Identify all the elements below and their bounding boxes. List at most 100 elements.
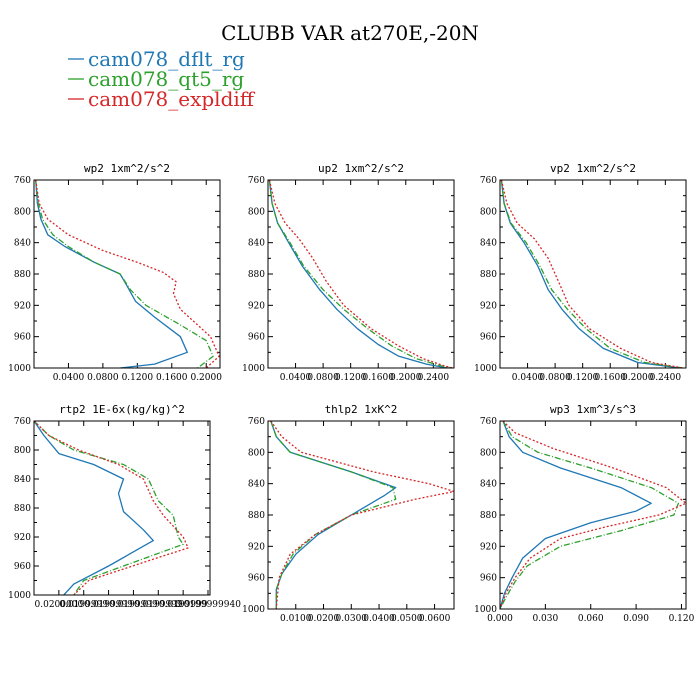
panel-frame bbox=[33, 179, 221, 369]
panel-title: wp3 1xm^3/s^3 bbox=[550, 403, 636, 416]
x-tick-label: 0.0200000 bbox=[35, 600, 84, 610]
x-tick-label: 0.0199999940 bbox=[175, 600, 241, 610]
x-tick-label: 0.0199999 bbox=[59, 600, 108, 610]
series-line-2 bbox=[500, 180, 683, 368]
x-tick-label: 0.2000 bbox=[622, 373, 654, 383]
x-tick-label: 0.2000 bbox=[390, 373, 422, 383]
panel-frame bbox=[267, 179, 455, 369]
x-tick-label: 0.030 bbox=[532, 614, 558, 624]
figure-title: CLUBB VAR at270E,-20N bbox=[221, 21, 479, 45]
x-tick-label: 0.0400 bbox=[53, 373, 85, 383]
series-line-3 bbox=[34, 421, 189, 595]
y-tick-label: 840 bbox=[14, 239, 31, 249]
x-tick-label: 0.2400 bbox=[418, 373, 450, 383]
series-group bbox=[34, 421, 189, 595]
x-tick-label: 0.0800 bbox=[307, 373, 339, 383]
y-tick-label: 760 bbox=[480, 417, 497, 427]
y-tick-label: 1000 bbox=[8, 591, 31, 601]
series-group bbox=[35, 180, 220, 368]
x-tick-label: 0.0199999 bbox=[159, 600, 208, 610]
y-tick-label: 960 bbox=[480, 574, 497, 584]
x-tick-label: 0.2400 bbox=[650, 373, 682, 383]
y-tick-label: 920 bbox=[248, 542, 265, 552]
panel-2: up2 1xm^2/s^2 760 800 840 880 920 960 1000 0.040… bbox=[242, 162, 455, 383]
y-tick-label: 880 bbox=[14, 504, 31, 514]
panel-title: vp2 1xm^2/s^2 bbox=[550, 162, 636, 175]
series-line-3 bbox=[500, 421, 686, 609]
y-tick-label: 1000 bbox=[8, 364, 31, 374]
y-tick-label: 880 bbox=[248, 511, 265, 521]
y-tick-label: 760 bbox=[480, 176, 497, 186]
panel-frame bbox=[499, 179, 687, 369]
x-tick-label: 0.0600 bbox=[419, 614, 451, 624]
y-tick-label: 800 bbox=[480, 207, 497, 217]
series-line-2 bbox=[35, 180, 214, 368]
y-tick-label: 800 bbox=[14, 207, 31, 217]
y-tick-label: 760 bbox=[248, 176, 265, 186]
x-tick-label: 0.0800 bbox=[87, 373, 119, 383]
x-tick-label: 0.0500 bbox=[391, 614, 423, 624]
x-tick-label: 0.1200 bbox=[122, 373, 154, 383]
series-line-3 bbox=[268, 180, 453, 368]
x-tick-label: 0.1600 bbox=[362, 373, 394, 383]
x-tick-label: 0.060 bbox=[578, 614, 604, 624]
y-tick-label: 1000 bbox=[474, 605, 497, 615]
x-tick-label: 0.0400 bbox=[363, 614, 395, 624]
panel-1: wp2 1xm^2/s^2 760 800 840 880 920 960 1000 0.040… bbox=[8, 162, 222, 383]
x-tick-label: 0.000 bbox=[487, 614, 513, 624]
series-line-3 bbox=[270, 421, 454, 609]
y-tick-label: 880 bbox=[480, 511, 497, 521]
series-group bbox=[500, 421, 686, 609]
y-tick-label: 1000 bbox=[474, 364, 497, 374]
legend: cam078_dflt_rg cam078_qt5_rg cam078_expl… bbox=[68, 47, 256, 111]
x-tick-label: 0.090 bbox=[623, 614, 649, 624]
y-tick-label: 800 bbox=[248, 448, 265, 458]
legend-label-dflt: cam078_dflt_rg bbox=[88, 47, 245, 71]
x-tick-label: 0.2000 bbox=[190, 373, 222, 383]
y-tick-label: 760 bbox=[248, 417, 265, 427]
x-tick-label: 0.1600 bbox=[594, 373, 626, 383]
y-tick-label: 960 bbox=[248, 574, 265, 584]
x-tick-label: 0.0199999 bbox=[109, 600, 158, 610]
x-tick-label: 0.1200 bbox=[335, 373, 367, 383]
series-line-1 bbox=[34, 421, 154, 595]
panel-frame bbox=[499, 420, 687, 610]
panel-title: rtp2 1E-6x(kg/kg)^2 bbox=[59, 403, 185, 416]
panel-4: rtp2 1E-6x(kg/kg)^2 760 800 840 880 920 960 100… bbox=[8, 403, 241, 610]
y-tick-label: 960 bbox=[14, 562, 31, 572]
y-tick-label: 800 bbox=[14, 446, 31, 456]
panel-grid: wp2 1xm^2/s^2 760 800 840 880 920 960 1000 0.040… bbox=[8, 162, 695, 624]
series-line-2 bbox=[34, 421, 184, 595]
y-tick-label: 960 bbox=[14, 333, 31, 343]
y-tick-label: 1000 bbox=[242, 364, 265, 374]
series-line-2 bbox=[500, 421, 680, 609]
y-tick-label: 960 bbox=[248, 333, 265, 343]
y-tick-label: 760 bbox=[14, 417, 31, 427]
series-line-3 bbox=[500, 180, 683, 368]
x-tick-label: 0.0100 bbox=[280, 614, 312, 624]
series-group bbox=[500, 180, 683, 368]
y-tick-label: 880 bbox=[14, 270, 31, 280]
y-tick-label: 840 bbox=[480, 239, 497, 249]
legend-label-qt5: cam078_qt5_rg bbox=[88, 67, 244, 91]
x-tick-label: 0.0400 bbox=[280, 373, 312, 383]
panel-title: wp2 1xm^2/s^2 bbox=[84, 162, 170, 175]
y-tick-label: 920 bbox=[480, 301, 497, 311]
panel-frame bbox=[267, 420, 455, 610]
y-tick-label: 880 bbox=[248, 270, 265, 280]
x-tick-label: 0.1600 bbox=[156, 373, 188, 383]
series-line-2 bbox=[270, 421, 397, 609]
x-tick-label: 0.0300 bbox=[336, 614, 368, 624]
series-line-1 bbox=[268, 180, 448, 368]
y-tick-label: 920 bbox=[480, 542, 497, 552]
y-tick-label: 800 bbox=[248, 207, 265, 217]
series-group bbox=[268, 180, 453, 368]
panel-title: thlp2 1xK^2 bbox=[325, 403, 398, 416]
x-tick-label: 0.0199999 bbox=[134, 600, 183, 610]
series-group bbox=[270, 421, 454, 609]
x-tick-label: 0.0199999 bbox=[84, 600, 133, 610]
x-tick-label: 0.0400 bbox=[512, 373, 544, 383]
series-line-3 bbox=[35, 180, 220, 368]
